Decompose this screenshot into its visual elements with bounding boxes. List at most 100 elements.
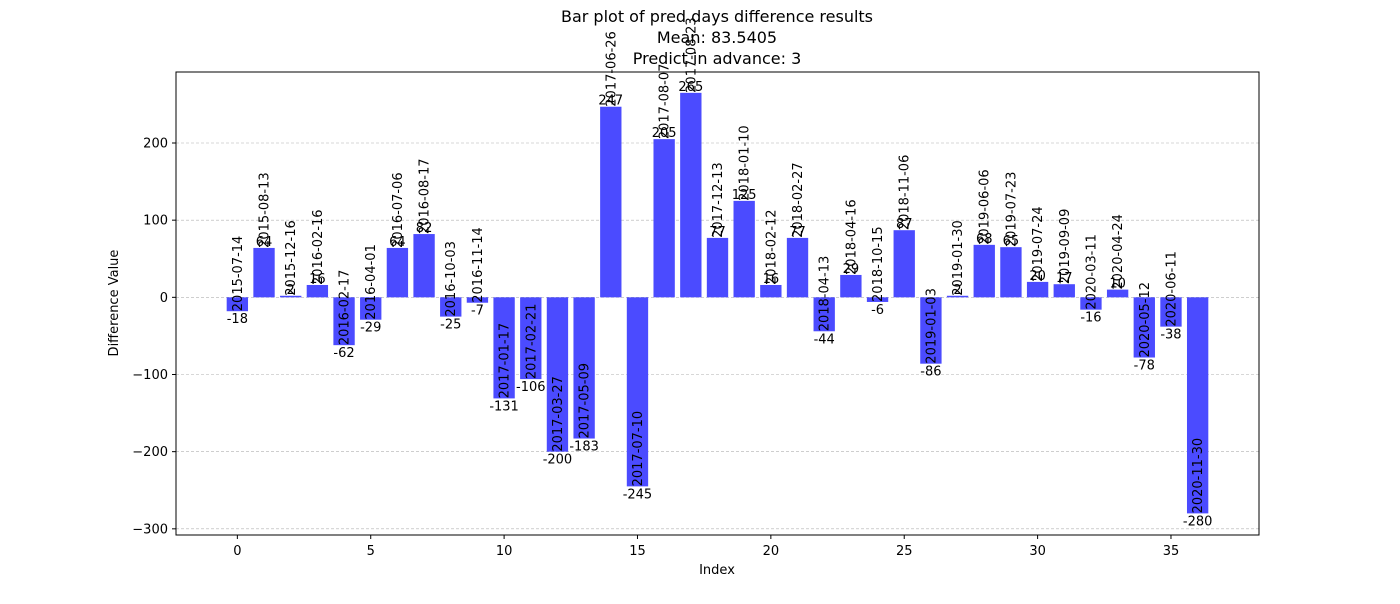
bar bbox=[706, 237, 729, 298]
y-tick-label: −200 bbox=[132, 445, 168, 460]
bar bbox=[1160, 297, 1182, 327]
bar bbox=[973, 244, 995, 298]
bar bbox=[413, 234, 435, 298]
bar-date-label: 2017-03-27 bbox=[551, 376, 566, 452]
bar-date-label: 2020-11-30 bbox=[1191, 438, 1206, 514]
bar-value-label: 29 bbox=[843, 262, 860, 277]
bar bbox=[1053, 284, 1075, 298]
bar-value-label: 205 bbox=[652, 126, 677, 141]
y-axis: −300 −200 −100 0 100 200 bbox=[132, 136, 176, 537]
bar-value-label: 247 bbox=[598, 94, 623, 109]
bar-date-label: 2018-10-15 bbox=[871, 226, 886, 302]
bar-date-label: 2017-07-10 bbox=[631, 411, 646, 487]
bar-date-label: 2019-07-24 bbox=[1031, 206, 1046, 282]
bar bbox=[1000, 247, 1022, 298]
x-tick-label: 30 bbox=[1029, 544, 1046, 559]
bar-date-label: 2019-07-23 bbox=[1004, 172, 1019, 248]
bar bbox=[1026, 281, 1049, 298]
bar bbox=[840, 274, 862, 298]
bar-value-label: 125 bbox=[732, 188, 757, 203]
y-tick-label: 100 bbox=[143, 214, 168, 229]
bar bbox=[466, 297, 489, 303]
bar-value-label: -183 bbox=[569, 440, 599, 455]
bar-date-label: 2019-01-30 bbox=[951, 220, 966, 296]
x-tick-label: 35 bbox=[1163, 544, 1180, 559]
bar-value-label: -7 bbox=[471, 304, 484, 319]
bar-date-label: 2015-12-16 bbox=[284, 220, 299, 296]
bar-value-label: -245 bbox=[623, 487, 653, 502]
bar-date-label: 2018-04-16 bbox=[844, 199, 859, 275]
plot-frame bbox=[175, 71, 1260, 536]
bar-date-label: 2020-03-11 bbox=[1084, 234, 1099, 310]
bar-date-label: 2016-07-06 bbox=[391, 172, 406, 248]
bar bbox=[1106, 289, 1129, 298]
bar bbox=[680, 92, 702, 298]
x-tick-label: 10 bbox=[496, 544, 513, 559]
chart-subtitle-mean: Mean: 83.5405 bbox=[657, 28, 777, 47]
x-tick-label: 20 bbox=[763, 544, 780, 559]
bar bbox=[600, 106, 622, 298]
bar-date-label: 2020-05-12 bbox=[1138, 282, 1153, 358]
bar-value-label: 87 bbox=[896, 217, 913, 232]
bar-date-label: 2020-04-24 bbox=[1111, 214, 1126, 290]
bar-value-label: -16 bbox=[1080, 311, 1101, 326]
bar-value-label: 2 bbox=[287, 283, 295, 298]
bar-value-label: -131 bbox=[489, 399, 519, 414]
bar bbox=[333, 297, 355, 346]
bar-date-label: 2019-01-03 bbox=[924, 288, 939, 364]
bar-value-label: 265 bbox=[678, 80, 703, 95]
bar-date-label: 2017-02-21 bbox=[524, 304, 539, 380]
bar-value-label: -280 bbox=[1183, 514, 1213, 529]
bar bbox=[306, 284, 329, 298]
bar-value-label: -200 bbox=[543, 453, 573, 468]
bar bbox=[493, 297, 515, 399]
bar bbox=[1133, 297, 1155, 358]
bar bbox=[733, 200, 755, 298]
y-axis-title: Difference Value bbox=[107, 250, 122, 357]
bar-value-label: -44 bbox=[814, 332, 835, 347]
bar-date-label: 2019-06-06 bbox=[978, 169, 993, 245]
chart-subtitle-advance: Predict in advance: 3 bbox=[633, 49, 802, 68]
bar-date-label: 2018-11-06 bbox=[898, 155, 913, 231]
bar bbox=[893, 230, 915, 298]
bar bbox=[813, 297, 835, 332]
bar bbox=[866, 297, 889, 302]
bar-value-label: 16 bbox=[309, 272, 326, 287]
bar bbox=[653, 139, 675, 298]
chart-title-line: Bar plot of pred days difference results bbox=[561, 7, 873, 26]
bar-value-label: 10 bbox=[1109, 277, 1126, 292]
bar-value-label: -25 bbox=[440, 318, 461, 333]
bar-date-label: 2016-10-03 bbox=[444, 241, 459, 317]
bar-value-label: 16 bbox=[763, 272, 780, 287]
bar-date-label: 2015-08-13 bbox=[258, 172, 273, 248]
bar-value-label: -6 bbox=[871, 303, 884, 318]
bar bbox=[1186, 297, 1209, 514]
bar-value-label: -38 bbox=[1160, 328, 1181, 343]
x-axis-title: Index bbox=[699, 563, 735, 578]
y-tick-label: −300 bbox=[132, 522, 168, 537]
bar bbox=[626, 297, 649, 487]
bar-date-label: 2018-04-13 bbox=[818, 256, 833, 332]
bar bbox=[386, 247, 409, 298]
bar-date-label: 2019-09-09 bbox=[1058, 209, 1073, 285]
bar-date-label: 2018-02-12 bbox=[764, 209, 779, 285]
bar-value-label: -78 bbox=[1134, 359, 1155, 374]
bar bbox=[1080, 297, 1102, 310]
bars bbox=[226, 92, 1209, 514]
bar-value-label: 77 bbox=[709, 225, 726, 240]
bar-value-label: -86 bbox=[920, 365, 941, 380]
bar bbox=[786, 237, 809, 298]
bar bbox=[520, 297, 542, 380]
y-tick-label: −100 bbox=[132, 368, 168, 383]
bar-date-label: 2017-01-17 bbox=[498, 323, 513, 399]
bar-date-label: 2016-11-14 bbox=[471, 227, 486, 303]
bar bbox=[280, 295, 302, 298]
bar bbox=[360, 297, 382, 320]
bar-value-label: -106 bbox=[516, 380, 546, 395]
bar-date-label: 2016-02-17 bbox=[338, 270, 353, 346]
bar bbox=[573, 297, 595, 439]
bar-date-label: 2016-04-01 bbox=[364, 244, 379, 320]
bar-value-label: -29 bbox=[360, 321, 381, 336]
bar-date-label: 2017-06-26 bbox=[604, 31, 619, 107]
